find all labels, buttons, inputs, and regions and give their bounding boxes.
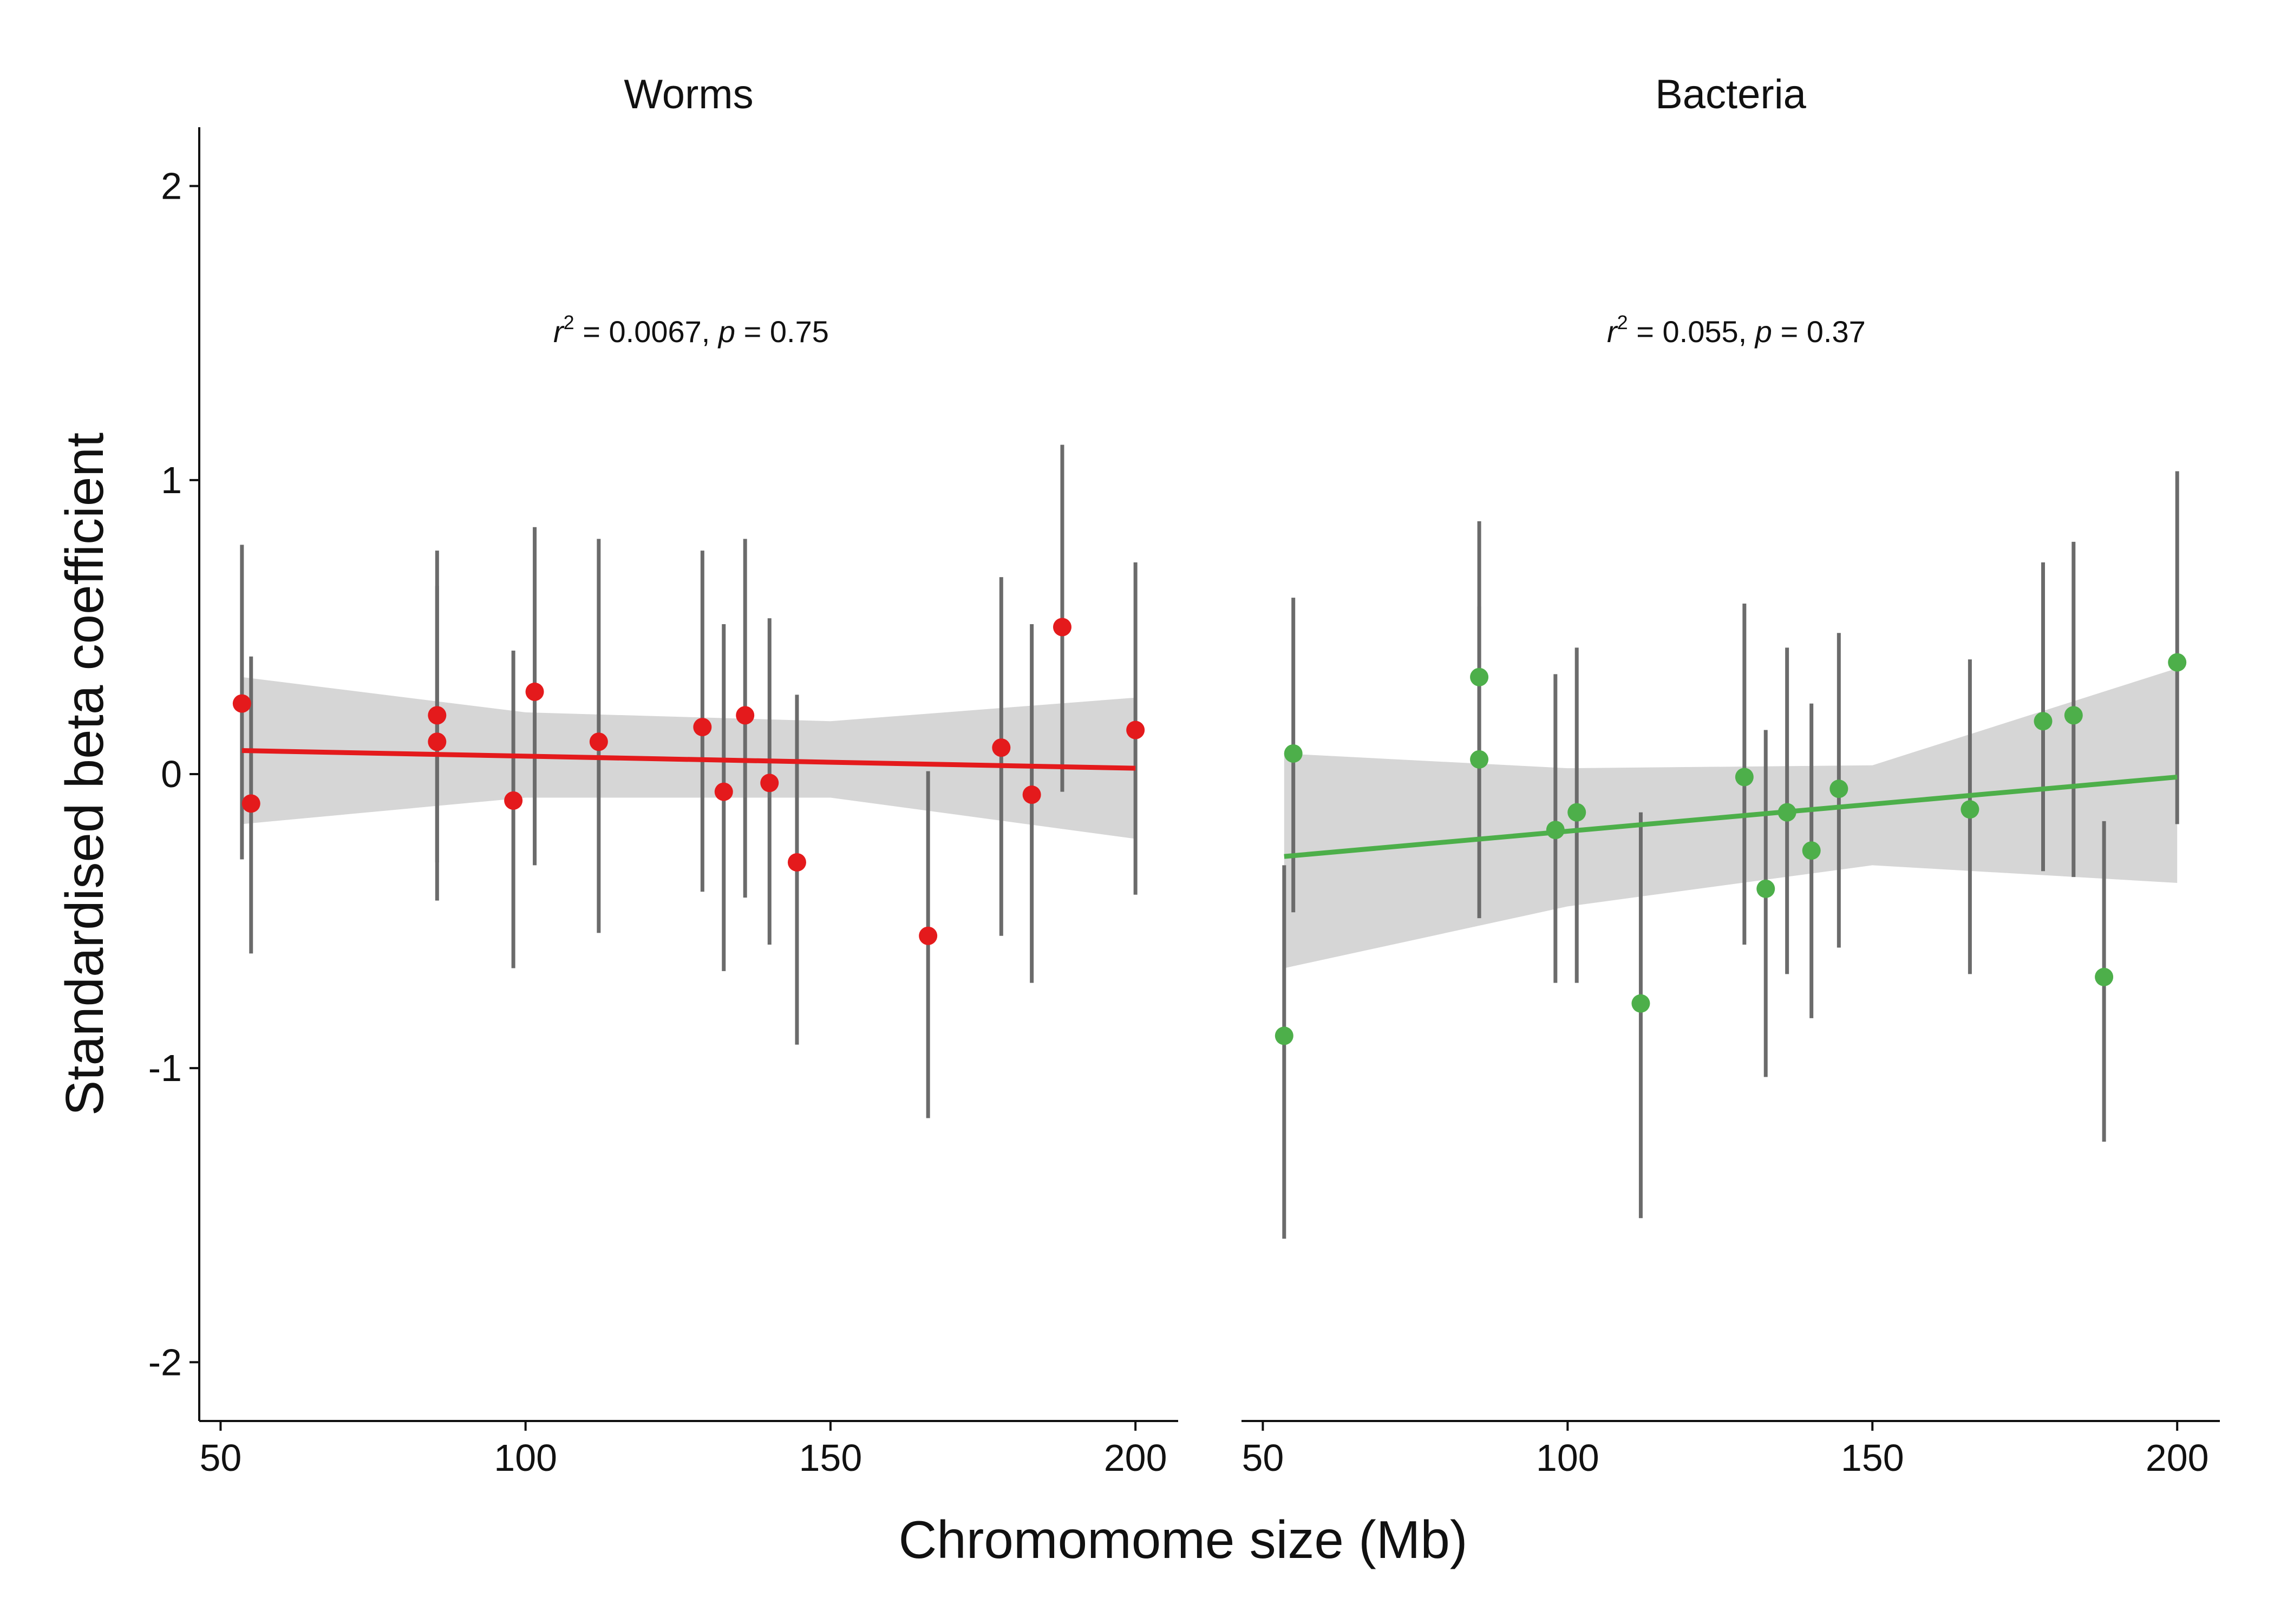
data-point xyxy=(1756,879,1775,898)
y-tick-label: 0 xyxy=(161,753,182,795)
data-point xyxy=(1829,780,1848,798)
data-point xyxy=(589,732,608,751)
x-tick-label: 50 xyxy=(199,1437,241,1479)
data-point xyxy=(428,732,447,751)
x-axis-title: Chromomome size (Mb) xyxy=(899,1510,1468,1569)
r2-value: 0.055 xyxy=(1663,315,1739,349)
data-point xyxy=(1053,618,1071,637)
data-point xyxy=(232,694,251,713)
data-point xyxy=(525,682,544,701)
data-point xyxy=(787,853,806,872)
data-point xyxy=(2034,712,2053,731)
data-point xyxy=(2064,706,2083,725)
x-tick-label: 200 xyxy=(2146,1437,2209,1479)
y-tick-label: -2 xyxy=(148,1341,182,1383)
panel-worms: Worms 2 1 0 -1 -2 50 100 150 200 r2 = 0.0067, p = … xyxy=(148,71,1178,1479)
data-point xyxy=(1275,1026,1293,1045)
p-value: 0.75 xyxy=(770,315,829,349)
regression-line xyxy=(241,748,1136,771)
data-point xyxy=(693,718,712,737)
data-point xyxy=(1802,841,1821,860)
data-point xyxy=(1126,721,1145,739)
x-tick-label: 150 xyxy=(799,1437,862,1479)
data-point xyxy=(504,791,523,810)
panel-title: Worms xyxy=(624,71,753,117)
panel-bacteria: Bacteria 50 100 150 200 r2 = 0.055, p = 0.37 xyxy=(1241,71,2220,1479)
data-point xyxy=(992,738,1011,757)
data-point xyxy=(1631,994,1650,1013)
x-tick-label: 100 xyxy=(1536,1437,1599,1479)
data-point xyxy=(1470,667,1489,686)
data-point xyxy=(1567,803,1586,822)
data-point xyxy=(1735,768,1754,787)
data-point xyxy=(1546,821,1565,840)
x-tick-label: 200 xyxy=(1104,1437,1167,1479)
x-tick-label: 100 xyxy=(494,1437,557,1479)
data-point xyxy=(1778,803,1796,822)
data-point xyxy=(1470,750,1489,769)
data-point xyxy=(760,774,779,793)
p-value: 0.37 xyxy=(1807,315,1866,349)
x-tick-label: 50 xyxy=(1241,1437,1284,1479)
y-tick-label: 1 xyxy=(161,459,182,501)
x-tick-label: 150 xyxy=(1841,1437,1904,1479)
data-point xyxy=(241,794,260,813)
stats-annotation: r2 = 0.055, p = 0.37 xyxy=(1607,311,1866,349)
data-point xyxy=(2168,653,2187,672)
y-tick-label: 2 xyxy=(161,165,182,207)
y-tick-label: -1 xyxy=(148,1047,182,1089)
data-point xyxy=(919,926,938,945)
data-point xyxy=(1961,800,1979,819)
data-point xyxy=(428,706,447,725)
data-point xyxy=(736,706,755,725)
r2-value: 0.0067 xyxy=(609,315,702,349)
panel-title: Bacteria xyxy=(1655,71,1807,117)
data-point xyxy=(2095,967,2114,986)
stats-annotation: r2 = 0.0067, p = 0.75 xyxy=(553,311,829,349)
data-point xyxy=(714,782,733,801)
y-axis-title: Standardised beta coefficient xyxy=(55,433,114,1116)
data-point xyxy=(1022,785,1041,804)
regression-line xyxy=(1284,774,2178,859)
data-point xyxy=(1284,744,1303,763)
